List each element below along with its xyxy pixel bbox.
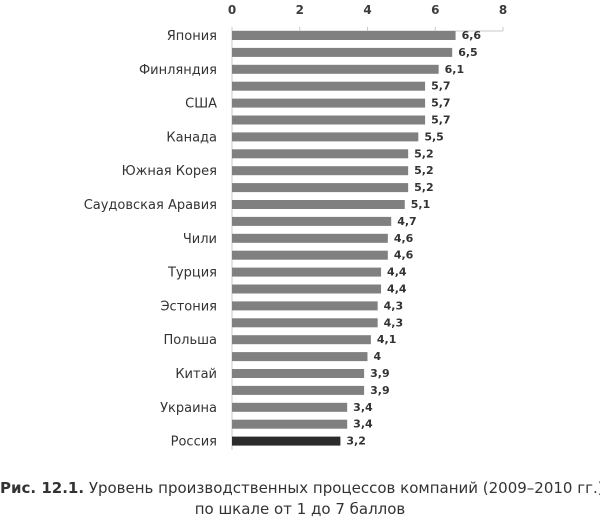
category-label: Япония: [167, 29, 217, 44]
bar: [232, 250, 388, 260]
category-label: Эстония: [160, 299, 217, 314]
x-tick-label: 6: [431, 3, 439, 17]
bar: [232, 149, 409, 159]
data-label: 5,1: [411, 198, 431, 211]
bar: [232, 233, 388, 243]
data-label: 4: [374, 350, 382, 363]
x-tick-label: 8: [499, 3, 507, 17]
bar: [232, 64, 439, 74]
data-label: 6,6: [462, 29, 482, 42]
data-label: 3,2: [346, 435, 366, 448]
data-label: 5,7: [431, 97, 451, 110]
x-tick-label: 4: [363, 3, 371, 17]
data-label: 5,2: [414, 181, 434, 194]
bar: [232, 436, 341, 446]
bar: [232, 301, 378, 311]
labels-layer: 6,6 Япония 6,5 6,1 Финляндия 5,7 5,7 США 5,7 5,5 К…: [84, 29, 482, 450]
bar: [232, 352, 368, 362]
bar: [232, 81, 426, 91]
caption-prefix: Рис. 12.1.: [0, 479, 85, 497]
data-label: 5,7: [431, 114, 451, 127]
data-label: 4,3: [384, 316, 404, 329]
x-tick-label: 2: [296, 3, 304, 17]
bar: [232, 335, 371, 345]
bar: [232, 385, 365, 395]
category-label: Украина: [160, 401, 217, 416]
bar: [232, 98, 426, 108]
data-label: 3,9: [370, 367, 390, 380]
bar: [232, 419, 348, 429]
bars-layer: [232, 31, 456, 446]
data-label: 4,6: [394, 232, 414, 245]
caption-line-1: Рис. 12.1. Уровень производственных проц…: [0, 478, 600, 499]
category-label: Саудовская Аравия: [84, 198, 217, 213]
figure-caption: Рис. 12.1. Уровень производственных проц…: [0, 478, 600, 520]
bar: [232, 183, 409, 193]
bar: [232, 318, 378, 328]
data-label: 5,2: [414, 147, 434, 160]
bar: [232, 369, 365, 378]
caption-line-2: по шкале от 1 до 7 баллов: [194, 500, 406, 518]
data-label: 5,5: [424, 130, 444, 143]
data-label: 4,3: [384, 299, 404, 312]
x-tick-label: 0: [228, 3, 236, 17]
data-label: 4,4: [387, 266, 407, 279]
data-label: 4,4: [387, 283, 407, 296]
bar: [232, 166, 409, 176]
bar: [232, 115, 426, 125]
bar: [232, 216, 392, 226]
category-label: Польша: [163, 333, 217, 348]
category-label: США: [185, 97, 217, 112]
data-label: 4,7: [397, 215, 417, 228]
data-label: 6,5: [458, 46, 478, 59]
category-label: Финляндия: [139, 63, 217, 78]
category-label: Чили: [183, 232, 217, 247]
bar: [232, 267, 382, 277]
data-label: 4,1: [377, 333, 397, 346]
data-label: 5,2: [414, 164, 434, 177]
bar: [232, 132, 419, 142]
category-label: Китай: [175, 367, 217, 382]
data-label: 3,9: [370, 384, 390, 397]
bar-chart: 0 2 4 6 8 6,6 Япония 6,5 6,1 Финляндия 5,7 5,7 США 5…: [84, 3, 507, 450]
bar: [232, 31, 456, 40]
data-label: 4,6: [394, 249, 414, 262]
caption-title: Уровень производственных процессов компа…: [88, 479, 600, 497]
category-label: Южная Корея: [122, 164, 217, 179]
data-label: 3,4: [353, 401, 373, 414]
bar: [232, 284, 382, 294]
bar: [232, 402, 348, 412]
bar: [232, 47, 453, 57]
category-label: Турция: [167, 266, 217, 281]
data-label: 5,7: [431, 80, 451, 93]
category-label: Россия: [171, 435, 217, 450]
bar: [232, 200, 405, 209]
category-label: Канада: [166, 130, 217, 145]
data-label: 3,4: [353, 418, 373, 431]
data-label: 6,1: [445, 63, 465, 76]
